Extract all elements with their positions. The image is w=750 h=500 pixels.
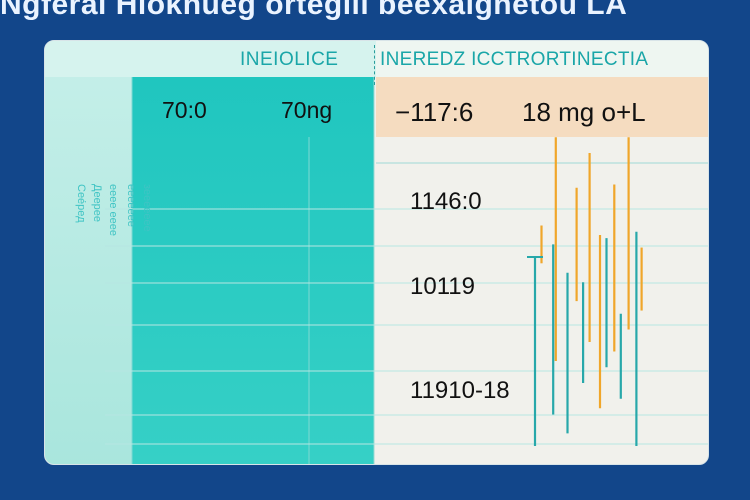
top-left-value-1: 70:0 (162, 97, 207, 123)
left-margin-strip (45, 41, 132, 464)
header-left-background (45, 41, 376, 77)
header-divider (374, 45, 375, 85)
top-right-value-1: −117:6 (395, 97, 474, 127)
grid-lines (105, 77, 708, 464)
row-value-3: 11910-18 (410, 377, 510, 404)
header-right-background (376, 41, 708, 77)
top-right-value-2: 18 mg o+L (522, 97, 646, 127)
chart-title: Ngferai Hioknueg orteglii beexalgnetou L… (0, 0, 628, 21)
header-left-label: INEIOLICE (240, 49, 339, 70)
chart-panel: INEIOLICE INEREDZ ICCTRORTINECTIA 70:0 7… (44, 40, 709, 465)
row-value-1: 1146:0 (410, 188, 482, 215)
row-value-2: 10119 (410, 273, 475, 300)
left-value-column (132, 77, 374, 464)
header-right-label: INEREDZ ICCTRORTINECTIA (380, 49, 649, 70)
right-header-band (376, 77, 708, 137)
chart-marks (527, 137, 643, 446)
top-left-value-2: 70ng (281, 97, 333, 123)
